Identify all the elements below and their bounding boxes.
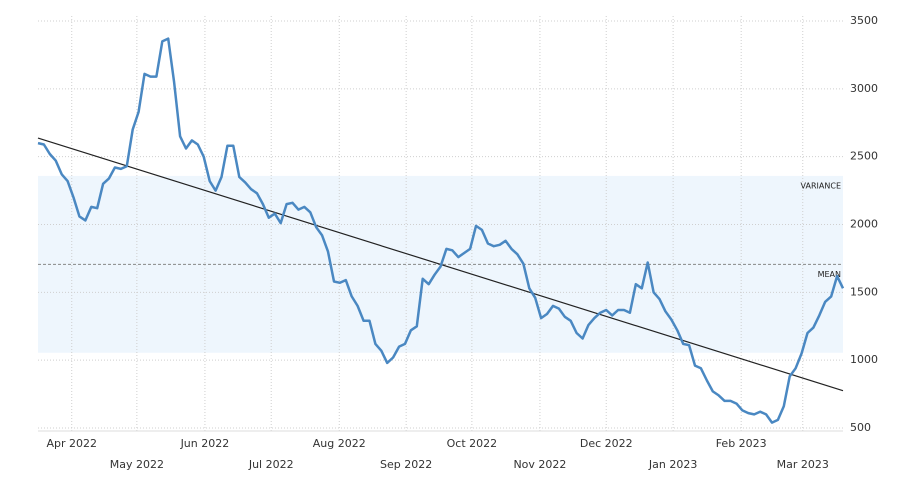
x-tick-label: Oct 2022: [447, 437, 498, 450]
mean-label: MEAN: [818, 270, 841, 279]
y-tick-label: 500: [850, 421, 871, 434]
y-tick-label: 3500: [850, 14, 878, 27]
data-line: [37, 37, 845, 424]
x-tick-label: Aug 2022: [313, 437, 366, 450]
x-tick-label: Nov 2022: [513, 458, 566, 471]
y-tick-label: 1500: [850, 285, 878, 298]
x-tick-label: May 2022: [110, 458, 164, 471]
x-tick-label: Dec 2022: [580, 437, 633, 450]
variance-label: VARIANCE: [801, 181, 841, 190]
x-tick-label: Jun 2022: [180, 437, 230, 450]
y-tick-label: 1000: [850, 353, 878, 366]
y-tick-label: 3000: [850, 82, 878, 95]
y-tick-label: 2000: [850, 218, 878, 231]
x-tick-label: Mar 2023: [777, 458, 829, 471]
x-tick-label: Jan 2023: [648, 458, 697, 471]
x-tick-label: Sep 2022: [380, 458, 432, 471]
x-tick-label: Jul 2022: [248, 458, 294, 471]
x-tick-label: Feb 2023: [716, 437, 767, 450]
x-tick-label: Apr 2022: [46, 437, 97, 450]
y-tick-label: 2500: [850, 150, 878, 163]
